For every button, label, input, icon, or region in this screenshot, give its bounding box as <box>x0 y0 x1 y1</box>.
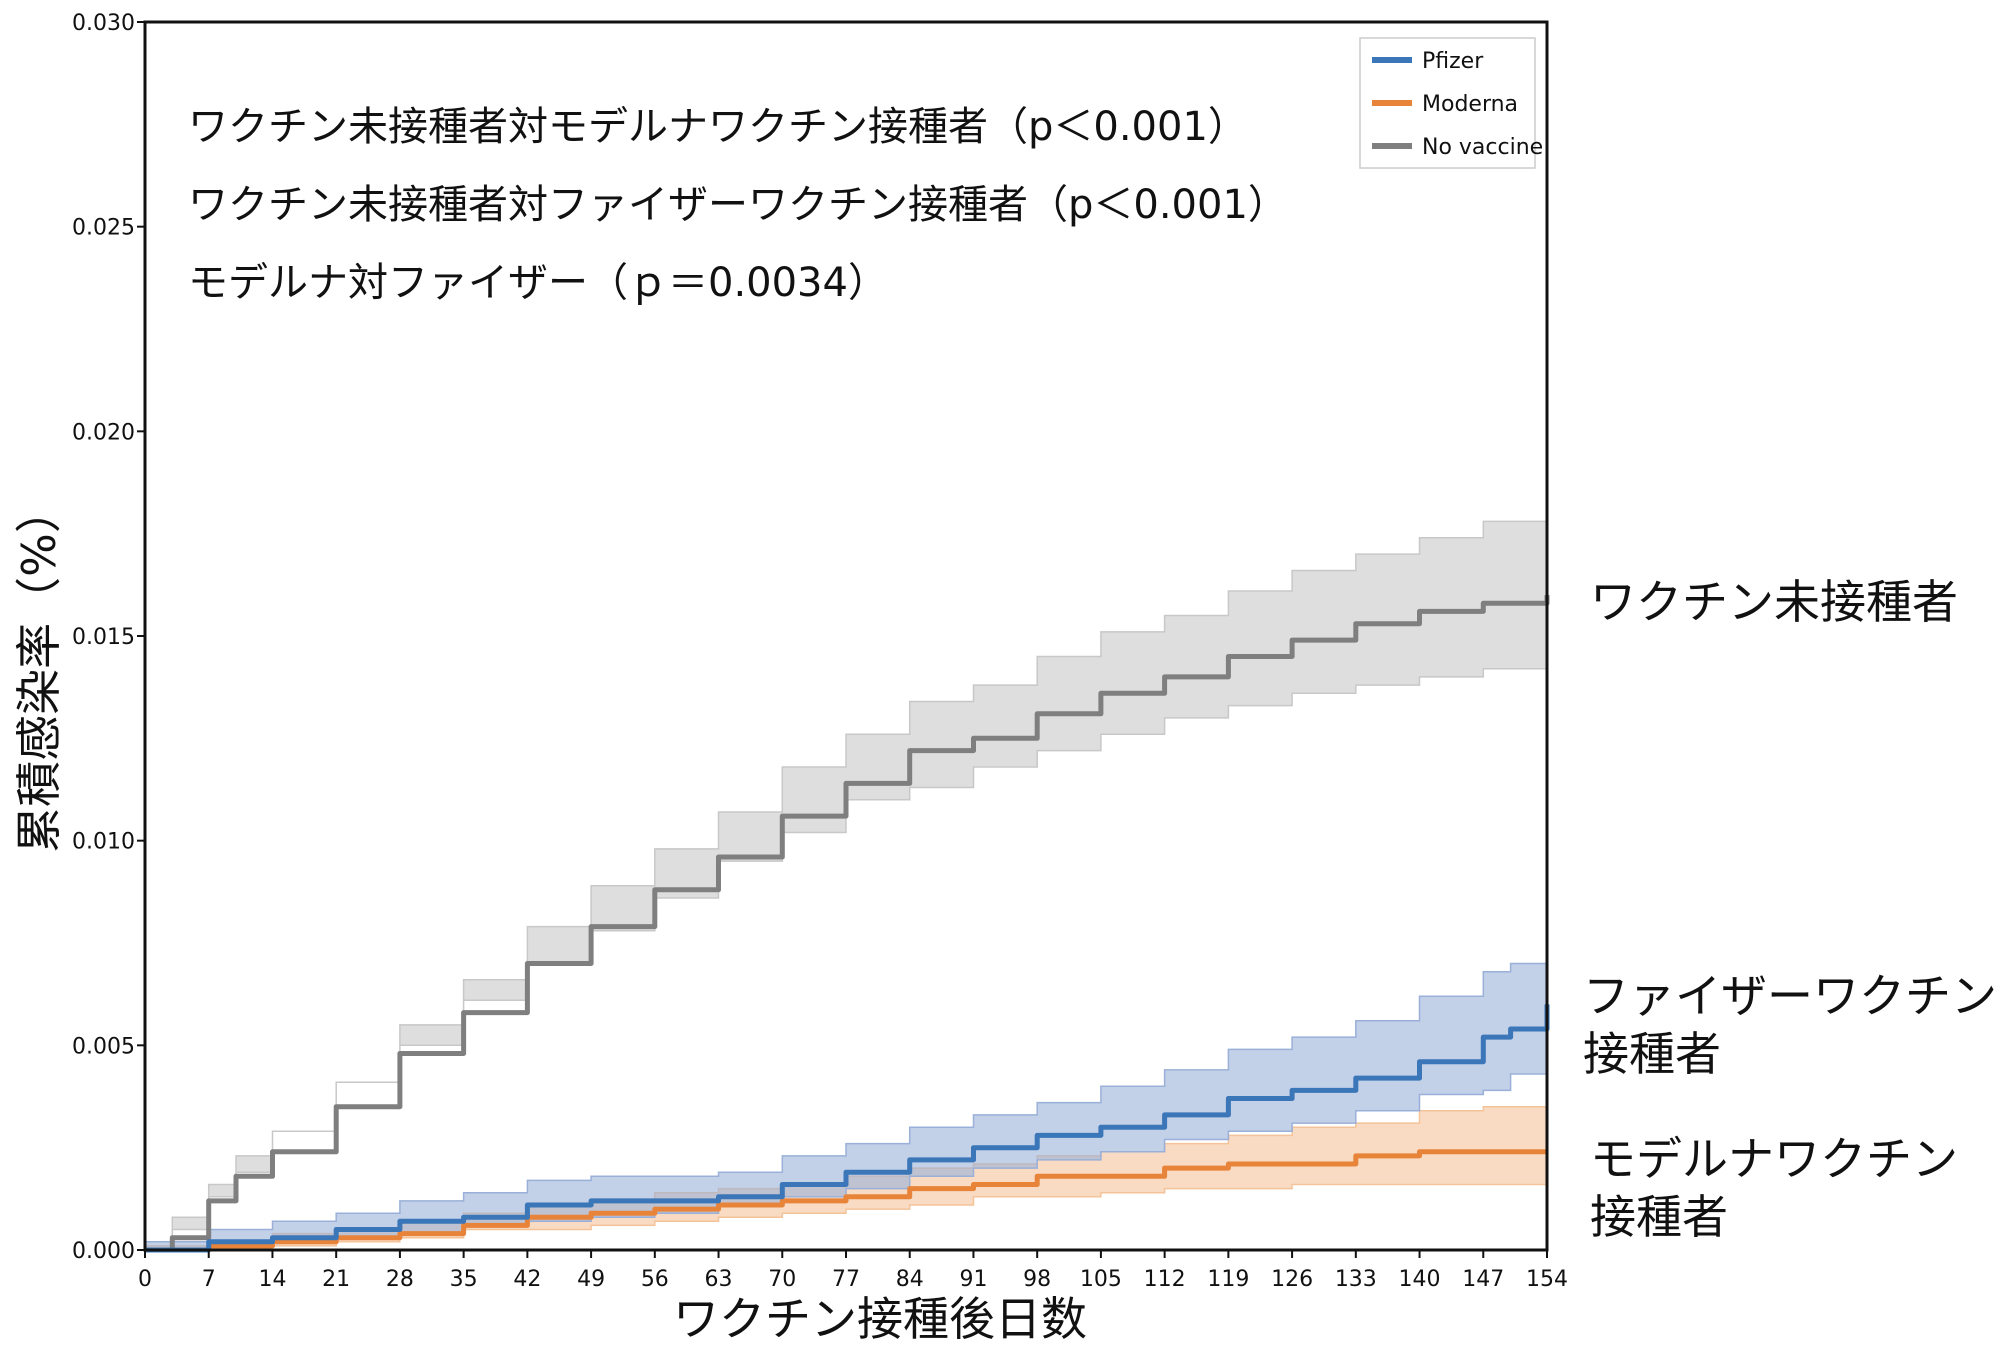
series-lines <box>145 595 1550 1253</box>
annotation-box <box>178 70 1338 318</box>
line-no-vaccine <box>145 595 1550 1253</box>
y-tick-label: 0.020 <box>72 420 135 445</box>
y-axis-ticks: 0.000 0.005 0.010 0.015 0.020 0.025 0.030 <box>72 11 145 1264</box>
annotation-line-1: ワクチン未接種者対モデルナワクチン接種者（p＜0.001） <box>188 104 1248 150</box>
annotation-line-2: ワクチン未接種者対ファイザーワクチン接種者（p＜0.001） <box>188 182 1288 228</box>
x-tick-label: 119 <box>1207 1267 1249 1292</box>
x-tick-label: 133 <box>1335 1267 1377 1292</box>
y-axis-title: 累積感染率（%） <box>12 487 66 853</box>
x-tick-label: 35 <box>450 1267 478 1292</box>
y-tick-label: 0.015 <box>72 625 135 650</box>
x-tick-label: 91 <box>959 1267 987 1292</box>
x-tick-label: 49 <box>577 1267 605 1292</box>
line-moderna <box>145 1149 1547 1253</box>
x-tick-label: 56 <box>641 1267 669 1292</box>
y-tick-label: 0.000 <box>72 1239 135 1264</box>
side-label-pfizer-line-2: 接種者 <box>1583 1027 1721 1081</box>
line-pfizer <box>145 1004 1550 1253</box>
x-tick-label: 98 <box>1023 1267 1051 1292</box>
y-tick-label: 0.010 <box>72 830 135 855</box>
legend-label-pfizer: Pfizer <box>1422 49 1484 74</box>
y-tick-label: 0.025 <box>72 216 135 241</box>
side-label-pfizer-line-1: ファイザーワクチン <box>1583 969 1997 1023</box>
side-label-moderna-line-1: モデルナワクチン <box>1590 1132 1958 1186</box>
x-tick-label: 63 <box>705 1267 733 1292</box>
x-tick-label: 70 <box>768 1267 796 1292</box>
x-axis-ticks: 0 7 14 21 28 35 42 49 56 63 70 77 84 91 98 105 112 119 126… <box>138 1250 1568 1292</box>
legend-label-no-vaccine: No vaccine <box>1422 135 1543 160</box>
legend: Pfizer Moderna No vaccine <box>1359 37 1543 169</box>
x-tick-label: 21 <box>322 1267 350 1292</box>
x-tick-label: 84 <box>896 1267 924 1292</box>
x-tick-label: 105 <box>1080 1267 1122 1292</box>
x-tick-label: 42 <box>513 1267 541 1292</box>
x-tick-label: 112 <box>1144 1267 1186 1292</box>
side-label-no-vaccine: ワクチン未接種者 <box>1590 575 1958 629</box>
x-tick-label: 147 <box>1462 1267 1504 1292</box>
x-tick-label: 77 <box>832 1267 860 1292</box>
side-label-moderna-line-2: 接種者 <box>1590 1190 1728 1244</box>
x-tick-label: 0 <box>138 1267 152 1292</box>
x-tick-label: 14 <box>258 1267 286 1292</box>
legend-label-moderna: Moderna <box>1422 92 1518 117</box>
x-tick-label: 140 <box>1399 1267 1441 1292</box>
x-tick-label: 7 <box>202 1267 216 1292</box>
x-axis-title: ワクチン接種後日数 <box>673 1292 1087 1346</box>
x-tick-label: 28 <box>386 1267 414 1292</box>
x-tick-label: 154 <box>1526 1267 1568 1292</box>
y-tick-label: 0.030 <box>72 11 135 36</box>
annotation-line-3: モデルナ対ファイザー（ｐ＝0.0034） <box>188 260 888 306</box>
y-tick-label: 0.005 <box>72 1034 135 1059</box>
x-tick-label: 126 <box>1271 1267 1313 1292</box>
